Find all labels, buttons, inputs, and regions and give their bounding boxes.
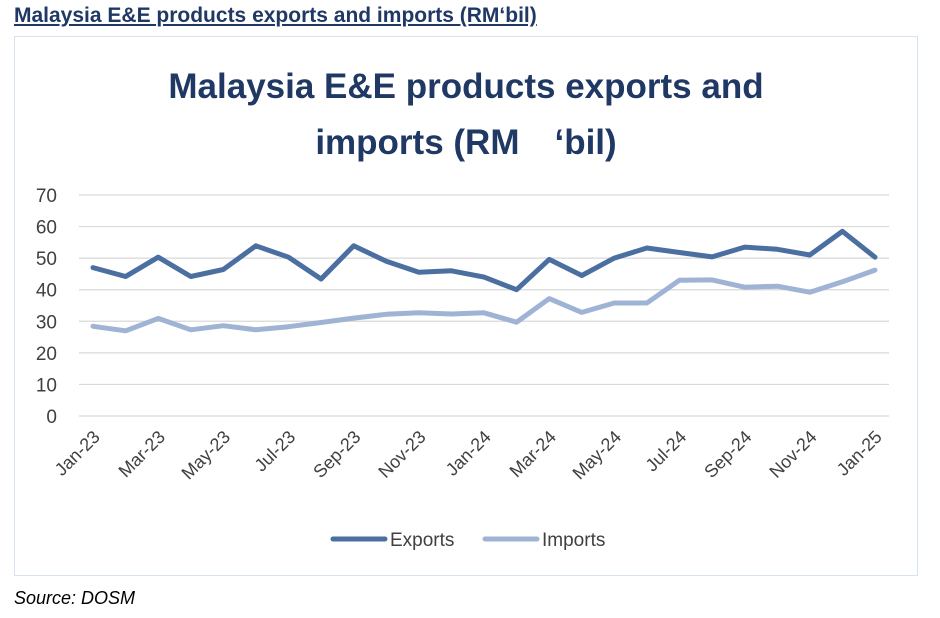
chart-title-line-2: imports (RM ‘bil) (315, 123, 617, 162)
y-tick-label: 0 (46, 407, 57, 428)
y-tick-label: 60 (36, 218, 57, 239)
y-tick-label: 50 (36, 249, 57, 270)
x-tick-label: Mar-23 (115, 427, 169, 481)
x-tick-label: Sep-23 (309, 427, 364, 482)
x-tick-label: Sep-24 (700, 427, 755, 482)
source-note: Source: DOSM (14, 588, 136, 608)
y-tick-label: 20 (36, 344, 57, 365)
legend-label-exports: Exports (390, 530, 454, 551)
x-tick-label: Jul-23 (251, 427, 300, 476)
series-line-imports (90, 267, 878, 334)
x-tick-label: May-24 (569, 427, 626, 484)
x-tick-label: Mar-24 (506, 427, 560, 481)
x-tick-label: Jan-23 (51, 427, 104, 480)
x-tick-label: Jan-24 (442, 427, 495, 480)
page-heading: Malaysia E&E products exports and import… (14, 4, 537, 27)
x-tick-label: Nov-24 (765, 427, 820, 482)
legend-label-imports: Imports (542, 530, 605, 551)
chart-frame: Malaysia E&E products exports and import… (14, 36, 918, 576)
y-tick-label: 30 (36, 312, 57, 333)
x-tick-label: Jan-25 (833, 427, 886, 480)
y-tick-label: 10 (36, 375, 57, 396)
series-line-exports (90, 228, 878, 293)
x-tick-label: May-23 (178, 427, 235, 484)
y-tick-label: 40 (36, 281, 57, 302)
x-tick-label: Nov-23 (374, 427, 429, 482)
chart-title: Malaysia E&E products exports and import… (15, 59, 917, 171)
y-tick-label: 70 (36, 186, 57, 207)
chart-title-line-1: Malaysia E&E products exports and (168, 67, 764, 106)
x-tick-label: Jul-24 (642, 427, 691, 476)
